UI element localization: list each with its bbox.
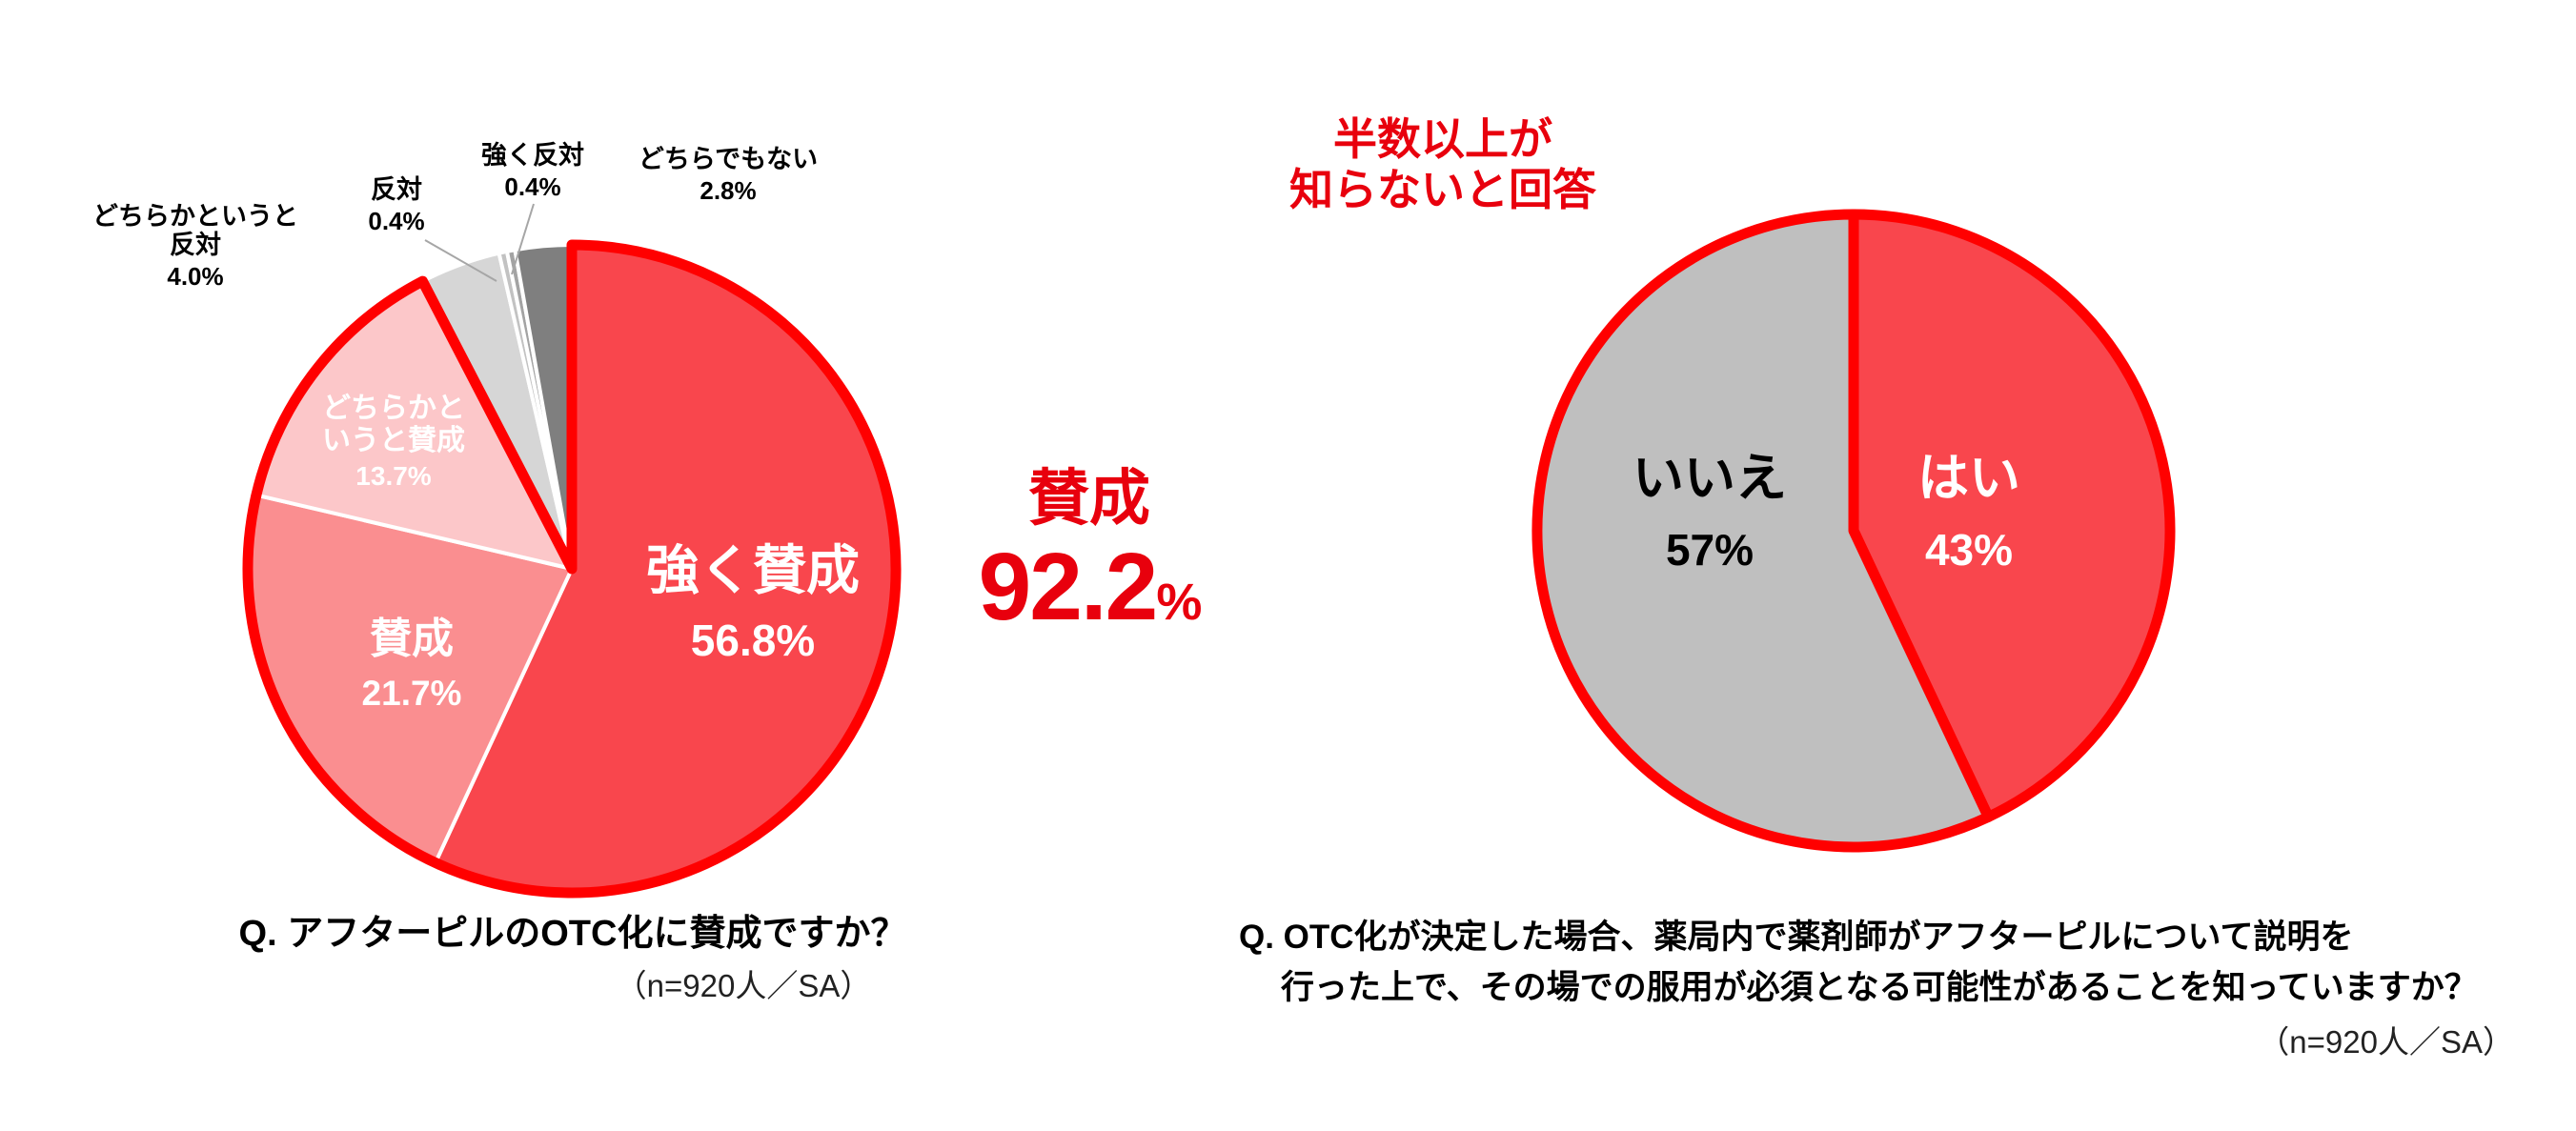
slice-pct-text: 4.0%	[167, 262, 224, 292]
slice-name-text: 反対	[170, 231, 221, 260]
callout-unit: %	[1156, 574, 1202, 632]
leader-line-1	[511, 203, 535, 275]
annotation-line: 半数以上が	[1333, 114, 1552, 164]
slice-pct-text: 43%	[1924, 525, 2014, 576]
sample-note-right: （n=920人／SA）	[2258, 1024, 2514, 1060]
slice-name-text: 強く反対	[481, 141, 584, 170]
slice-label-neither: どちらでもない 2.8%	[639, 145, 818, 205]
callout-label: 賛成	[1028, 464, 1150, 533]
slice-name-text: 賛成	[369, 616, 454, 662]
slice-pct-text: 0.4%	[368, 207, 425, 236]
question-line-2: 行った上で、その場での服用が必須となる可能性があることを知っていますか？	[1281, 968, 2478, 1006]
slice-label-agree: 賛成 21.7%	[362, 616, 462, 714]
slice-pct-text: 0.4%	[504, 172, 561, 202]
slice-label-somewhat-oppose: どちらかというと 反対 4.0%	[92, 202, 298, 292]
slice-name-text: 反対	[370, 175, 422, 204]
annotation-majority-unaware: 半数以上が 知らないと回答	[1289, 114, 1596, 216]
slice-pct-text: 57%	[1665, 525, 1755, 576]
question-line-1: Q. OTC化が決定した場合、薬局内で薬剤師がアフターピルについて説明を	[1239, 919, 2354, 956]
pie-awareness	[1531, 209, 2176, 853]
slice-label-strong-agree: 強く賛成 56.8%	[646, 540, 860, 665]
slice-pct-text: 13.7%	[355, 461, 432, 492]
annotation-line: 知らないと回答	[1289, 165, 1596, 215]
question-left: Q. アフターピルのOTC化に賛成ですか？	[238, 914, 907, 954]
slice-pct-text: 21.7%	[361, 674, 462, 714]
slice-name-text: 強く賛成	[646, 540, 860, 600]
slice-pct-text: 56.8%	[690, 615, 816, 665]
pie-slice-no	[1531, 209, 1994, 853]
slice-name-text: いいえ	[1633, 450, 1787, 507]
agree-group-outline	[242, 239, 902, 899]
sample-note-left: （n=920人／SA）	[615, 968, 872, 1003]
slice-name-text: はい	[1917, 450, 2020, 507]
slice-name-text: どちらかというと	[92, 202, 298, 231]
callout-value: 92.2%	[979, 539, 1203, 635]
slice-label-yes: はい 43%	[1917, 450, 2020, 576]
slice-name-text: どちらでもない	[638, 145, 819, 173]
slice-pct-text: 2.8%	[700, 176, 757, 206]
slice-label-strong-oppose: 強く反対 0.4%	[481, 141, 584, 201]
slice-name-text: いうと賛成	[322, 424, 465, 456]
pie-slice-yes	[1848, 209, 2176, 822]
agree-total-callout: 賛成 92.2%	[979, 464, 1203, 636]
leader-line-0	[424, 239, 497, 282]
slice-label-no: いいえ 57%	[1633, 450, 1787, 576]
callout-number: 92.2	[978, 534, 1159, 641]
slice-label-somewhat-agree: どちらかと いうと賛成 13.7%	[322, 393, 465, 492]
slice-label-oppose: 反対 0.4%	[368, 175, 424, 235]
slice-name-text: どちらかと	[322, 393, 465, 424]
question-right: Q. OTC化が決定した場合、薬局内で薬剤師がアフターピルについて説明を 行った…	[1239, 913, 2514, 1066]
